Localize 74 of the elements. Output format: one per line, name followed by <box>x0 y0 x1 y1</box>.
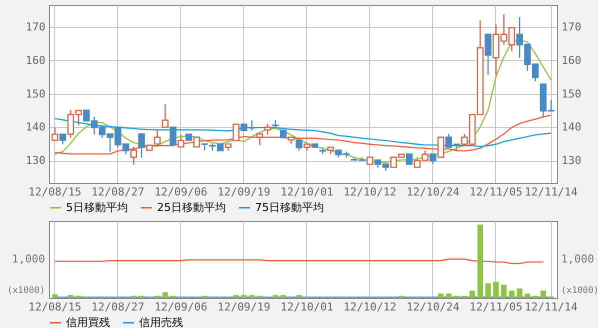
bar <box>162 292 168 298</box>
candlestick <box>232 124 240 142</box>
candlestick <box>170 126 176 146</box>
legend-label: 5日移動平均 <box>66 200 128 214</box>
x-tick-label: 12/08/27 <box>91 186 144 198</box>
y2-tick-label: 170 <box>562 20 582 34</box>
bar <box>241 295 247 298</box>
candlestick <box>154 130 161 148</box>
bar <box>438 294 444 298</box>
x-tick-label: 12/11/14 <box>524 300 578 314</box>
y-tick-label: 150 <box>26 87 46 100</box>
y2-tick-label: 140 <box>562 120 582 134</box>
bar <box>493 282 499 298</box>
bar <box>470 290 476 298</box>
candlestick <box>52 126 58 141</box>
x-tick-label: 12/08/27 <box>91 300 144 314</box>
candlestick <box>256 133 264 146</box>
bar <box>524 294 530 298</box>
bar <box>52 294 58 298</box>
legend-label: 75日移動平均 <box>255 200 324 214</box>
y2-tick-label: 150 <box>562 87 582 100</box>
y2-tick-label: 160 <box>562 54 582 67</box>
bar <box>249 295 255 298</box>
bar <box>68 295 74 298</box>
candlestick <box>484 34 492 76</box>
candlestick <box>178 134 184 148</box>
bar <box>501 284 507 298</box>
candlestick <box>162 104 169 128</box>
x-tick-label: 12/08/15 <box>28 300 82 314</box>
candlestick <box>430 153 436 165</box>
bar <box>516 288 522 298</box>
x-tick-label: 12/10/01 <box>280 186 334 198</box>
x-tick-label: 12/09/06 <box>154 300 208 314</box>
candlestick <box>130 146 138 166</box>
bar <box>540 290 546 298</box>
candlestick <box>59 134 66 145</box>
x-tick-label: 12/10/12 <box>343 186 396 198</box>
x-tick-label: 12/10/12 <box>343 300 396 314</box>
x-tick-label: 12/09/06 <box>154 186 208 198</box>
legend-label: 25日移動平均 <box>157 200 226 214</box>
bar <box>446 294 452 298</box>
x-tick-label: 12/08/15 <box>28 186 82 198</box>
legend-label: 信用売残 <box>139 316 183 328</box>
legend-label: 信用買残 <box>66 316 110 328</box>
candlestick <box>437 136 444 158</box>
candlestick <box>406 153 413 165</box>
x-tick-label: 12/09/19 <box>217 300 270 314</box>
x-tick-label: 12/11/14 <box>524 186 578 198</box>
x-tick-label: 12/10/24 <box>406 186 460 198</box>
bar <box>272 295 278 298</box>
x-tick-label: 12/10/01 <box>280 300 334 314</box>
y2-tick-label: 130 <box>562 154 582 168</box>
bar <box>477 224 483 298</box>
x-tick-label: 12/10/24 <box>406 300 460 314</box>
candlestick <box>296 139 302 152</box>
candlestick <box>193 136 200 148</box>
bar <box>280 295 286 298</box>
y-tick-label: 160 <box>26 54 46 67</box>
text: 1,000 <box>12 252 45 266</box>
x-tick-label: 12/09/19 <box>217 186 270 198</box>
y-tick-label: 170 <box>26 20 46 34</box>
text: (x1000) <box>561 286 598 296</box>
x-tick-label: 12/11/05 <box>469 300 522 314</box>
bar <box>233 295 239 298</box>
x-tick-label: 12/11/05 <box>469 186 522 198</box>
bar <box>508 290 514 298</box>
text: (x1000) <box>7 286 45 296</box>
bar <box>296 295 302 298</box>
bar <box>485 283 491 298</box>
y-tick-label: 140 <box>26 120 46 134</box>
text: 1,000 <box>561 252 594 266</box>
candlestick <box>264 123 271 136</box>
y-tick-label: 130 <box>26 154 46 168</box>
candlestick <box>138 133 145 158</box>
